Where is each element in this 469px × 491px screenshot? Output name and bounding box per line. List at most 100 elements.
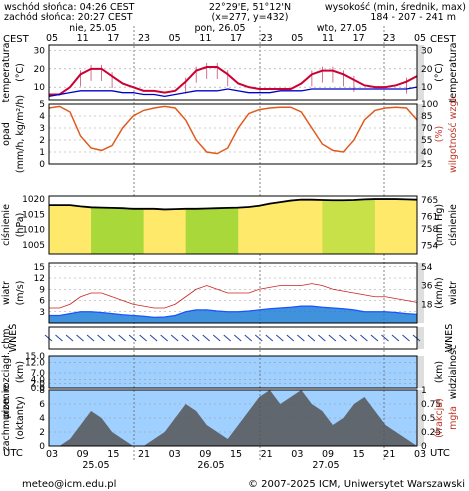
y-tick-left: 1020 bbox=[22, 195, 45, 205]
y-tick-left: 30 bbox=[34, 47, 46, 57]
y-tick-right: 18 bbox=[421, 300, 433, 310]
y-tick-right: 10 bbox=[421, 83, 433, 93]
pressure-column bbox=[91, 207, 103, 254]
coords-text: 22°29'E, 51°12'N bbox=[209, 2, 291, 13]
hour-tick-top: 05 bbox=[291, 33, 303, 44]
wind-arrow bbox=[149, 334, 158, 342]
y-tick-right: 70 bbox=[421, 124, 433, 134]
pressure-line bbox=[49, 198, 418, 211]
hour-tick-bottom: 21 bbox=[261, 449, 273, 460]
y-tick-left: 4.0 bbox=[31, 375, 46, 385]
hour-tick-top: 05 bbox=[169, 33, 181, 44]
y-tick-right: 20 bbox=[421, 65, 433, 75]
wind-arrow bbox=[55, 334, 63, 342]
pressure-column bbox=[80, 206, 92, 254]
wind-arrow bbox=[76, 334, 84, 342]
cloud-area bbox=[49, 390, 417, 446]
y-tick-left: 4 bbox=[39, 112, 45, 122]
pressure-unit-left: (hPa) bbox=[15, 213, 26, 238]
hour-tick-top: 05 bbox=[414, 33, 426, 44]
y-tick-left: 12 bbox=[34, 274, 45, 284]
y-tick-left: 1010 bbox=[22, 226, 45, 236]
wind-arrow bbox=[275, 334, 284, 342]
wind-arrow bbox=[181, 334, 190, 342]
y-tick-right: 758 bbox=[421, 225, 438, 235]
footer-copyright: © 2007-2025 ICM, Uniwersytet Warszawski bbox=[248, 479, 465, 490]
hour-tick-top: 05 bbox=[46, 33, 58, 44]
winddir-label-left: WNES bbox=[8, 324, 19, 353]
wind-arrow bbox=[86, 334, 95, 342]
wind-arrow bbox=[160, 334, 168, 342]
pressure-column bbox=[332, 200, 344, 254]
tz-bottom-left: UTC bbox=[3, 448, 23, 459]
panel-frame-clouds bbox=[48, 389, 418, 447]
y-tick-left: 15.0 bbox=[25, 352, 45, 362]
sunset-text: zachód słońca: 20:27 CEST bbox=[4, 12, 133, 23]
y-tick-left: 6 bbox=[39, 400, 45, 410]
rh-label-right: wilgotność wzgl. bbox=[448, 95, 459, 173]
pressure-column bbox=[395, 199, 407, 254]
pressure-column bbox=[206, 208, 218, 254]
y-tick-left: 7.0 bbox=[31, 369, 46, 379]
vis-label-left: pion. rozciągł. chm. bbox=[1, 325, 12, 418]
wind-arrow bbox=[202, 334, 211, 342]
panel-bg-temperature bbox=[49, 45, 417, 100]
y-tick-right: 761 bbox=[421, 213, 438, 223]
pressure-column bbox=[217, 207, 229, 254]
footer-email[interactable]: meteo@icm.edu.pl bbox=[22, 479, 116, 490]
tz-left: CEST bbox=[3, 34, 30, 45]
day-label-top: pon, 26.05 bbox=[194, 23, 245, 34]
dewpoint-line bbox=[48, 86, 418, 97]
y-tick-left: 2 bbox=[39, 136, 45, 146]
wind-arrow bbox=[381, 334, 389, 342]
y-tick-left: 15 bbox=[34, 263, 45, 273]
temp-label-right: temperatura bbox=[448, 43, 459, 103]
y-tick-left: 1 bbox=[39, 148, 45, 158]
y-tick-left: 12.0 bbox=[25, 358, 45, 368]
pressure-column bbox=[280, 200, 292, 254]
wind-arrow bbox=[65, 334, 74, 342]
hour-tick-bottom: 09 bbox=[322, 449, 334, 460]
sunrise-text: wschód słońca: 04:26 CEST bbox=[4, 2, 135, 13]
y-tick-left: 9 bbox=[39, 285, 45, 295]
y-tick-right: 36 bbox=[421, 282, 433, 292]
hour-tick-top: 23 bbox=[138, 33, 150, 44]
tz-bottom-right: UTC bbox=[430, 448, 450, 459]
temperature-line bbox=[49, 66, 418, 96]
y-tick-left: 8 bbox=[39, 386, 45, 396]
hour-tick-bottom: 15 bbox=[230, 449, 242, 460]
hour-tick-top: 17 bbox=[230, 33, 242, 44]
y-tick-left: 2 bbox=[39, 428, 45, 438]
wind-arrow bbox=[360, 334, 368, 342]
pressure-column bbox=[301, 199, 313, 254]
y-tick-right: 765 bbox=[421, 196, 438, 206]
y-tick-left: 4 bbox=[39, 414, 45, 424]
fog-label-right: (frakcja) bbox=[434, 398, 445, 438]
wind-arrow bbox=[128, 334, 137, 342]
hour-tick-bottom: 21 bbox=[383, 449, 395, 460]
y-tick-right: 30 bbox=[421, 47, 433, 57]
hour-tick-bottom: 03 bbox=[169, 449, 181, 460]
series bbox=[44, 63, 421, 446]
panel-frame-precip bbox=[48, 103, 418, 165]
y-tick-left: 2.0 bbox=[31, 380, 46, 390]
pressure-column bbox=[227, 207, 239, 254]
hour-tick-top: 11 bbox=[322, 33, 334, 44]
humidity-line bbox=[48, 105, 418, 155]
pressure-unit-right: (mm Hg) bbox=[434, 204, 445, 246]
hour-tick-top: 11 bbox=[77, 33, 89, 44]
panel-frame-temperature bbox=[48, 44, 418, 101]
wind-arrow bbox=[223, 334, 232, 342]
panel-bg-precip bbox=[49, 104, 417, 164]
wind-arrow bbox=[297, 334, 305, 342]
pressure-label-left: ciśnienie bbox=[1, 204, 12, 246]
wind-arrow bbox=[391, 334, 400, 342]
pressure-column bbox=[343, 199, 355, 254]
y-tick-right: 0.25 bbox=[421, 428, 441, 438]
day-label-bottom: 25.05 bbox=[82, 460, 109, 471]
pressure-column bbox=[238, 206, 250, 254]
wind-area bbox=[49, 306, 417, 323]
wind-arrow bbox=[170, 334, 179, 342]
clouds-unit-left: (oktanty) bbox=[15, 396, 26, 440]
wind-label-right: wiatr bbox=[448, 281, 459, 305]
